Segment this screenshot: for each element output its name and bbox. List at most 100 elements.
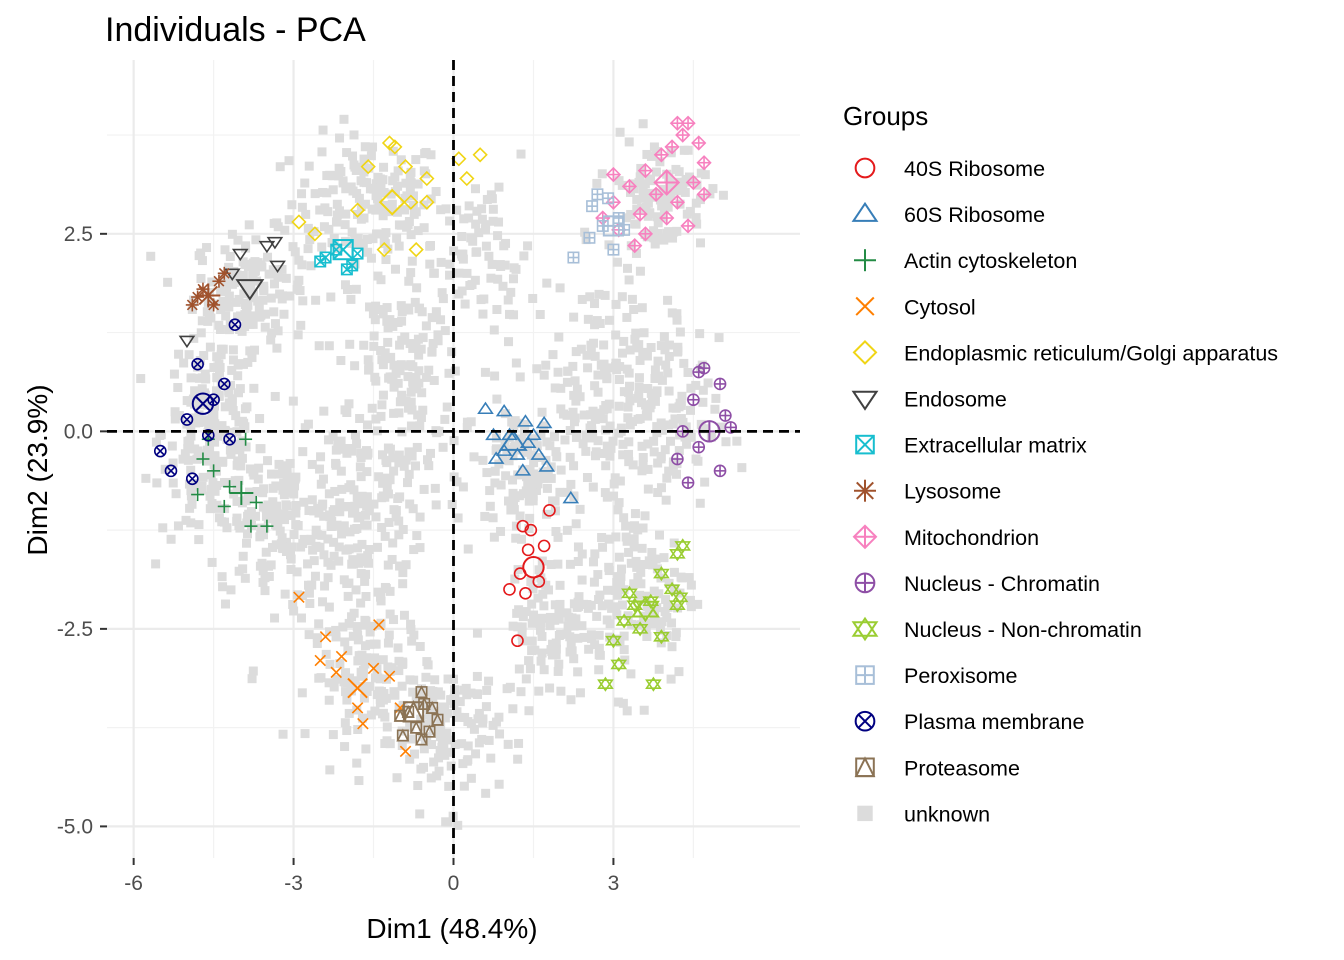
unknown-point (347, 508, 357, 518)
unknown-point (181, 515, 191, 525)
unknown-point (271, 481, 281, 491)
unknown-point (366, 151, 376, 161)
unknown-point (653, 356, 663, 366)
unknown-point (614, 498, 624, 508)
unknown-point (205, 342, 215, 352)
point-mitochondrion (637, 226, 654, 242)
unknown-point (394, 458, 404, 468)
unknown-point (503, 739, 513, 749)
unknown-point (674, 667, 684, 677)
unknown-point (406, 230, 416, 240)
unknown-point (443, 747, 453, 757)
unknown-point (368, 309, 378, 319)
legend-item-endosome: Endosome (851, 388, 1007, 412)
unknown-point (578, 599, 588, 609)
unknown-point (657, 425, 667, 435)
unknown-point (566, 479, 576, 489)
unknown-point (220, 478, 230, 488)
unknown-point (550, 383, 560, 393)
unknown-point (325, 765, 335, 775)
unknown-point (285, 542, 295, 552)
point-40s-ribosome (524, 523, 538, 537)
point-mitochondrion (664, 139, 680, 155)
unknown-point (291, 472, 301, 482)
unknown-point (598, 542, 608, 552)
unknown-point (471, 247, 481, 257)
unknown-point (346, 182, 356, 192)
unknown-point (324, 341, 334, 351)
unknown-point (372, 542, 382, 552)
unknown-point (509, 263, 519, 273)
unknown-point (275, 162, 285, 172)
unknown-point (686, 383, 696, 393)
unknown-point (227, 394, 237, 404)
unknown-point (538, 589, 548, 599)
unknown-point (289, 530, 299, 540)
unknown-point (341, 209, 351, 219)
unknown-point (389, 408, 399, 418)
unknown-point (340, 637, 350, 647)
point-lysosome (217, 266, 231, 280)
unknown-point (567, 613, 577, 623)
point-lysosome (191, 290, 205, 304)
unknown-point (201, 374, 211, 384)
unknown-point (342, 148, 352, 158)
unknown-point (624, 437, 634, 447)
unknown-point (314, 341, 324, 351)
point-60s-ribosome (477, 401, 494, 415)
unknown-point (415, 641, 425, 651)
unknown-point (317, 530, 327, 540)
unknown-point (593, 570, 603, 580)
point-plasma-membrane (180, 413, 194, 426)
point-proteasome (423, 724, 437, 738)
unknown-point (696, 238, 706, 248)
unknown-point (546, 473, 556, 483)
unknown-point (323, 573, 333, 583)
unknown-point (340, 236, 350, 246)
unknown-point (424, 365, 434, 375)
unknown-point (202, 453, 212, 463)
legend-key-actin-cytoskeleton (854, 249, 876, 272)
unknown-point (539, 665, 549, 675)
unknown-point (426, 773, 436, 783)
point-60s-ribosome (530, 447, 548, 460)
unknown-point (394, 220, 404, 230)
unknown-point (413, 410, 423, 420)
unknown-point (371, 179, 381, 189)
unknown-point (340, 280, 350, 290)
y-tick-label: 0.0 (64, 420, 93, 443)
unknown-point (503, 295, 513, 305)
unknown-point (300, 178, 310, 188)
unknown-point (269, 307, 279, 317)
unknown-point (392, 233, 402, 243)
unknown-point (602, 492, 612, 502)
unknown-point (356, 472, 366, 482)
x-tick-label: 0 (448, 872, 460, 895)
point-40s-ribosome (537, 539, 551, 553)
unknown-point (416, 714, 426, 724)
unknown-point (173, 383, 183, 393)
unknown-point (528, 584, 538, 594)
unknown-point (293, 330, 303, 340)
unknown-point (304, 161, 314, 171)
unknown-point (256, 260, 266, 270)
unknown-point (531, 477, 541, 487)
unknown-point (338, 622, 348, 632)
unknown-point (212, 500, 222, 510)
unknown-point (581, 430, 591, 440)
unknown-point (649, 233, 659, 243)
unknown-point (569, 390, 579, 400)
unknown-point (387, 199, 397, 209)
unknown-point (555, 580, 565, 590)
unknown-point (359, 693, 369, 703)
unknown-point (279, 483, 289, 493)
unknown-point (594, 665, 604, 675)
unknown-point (428, 339, 438, 349)
unknown-point (260, 586, 270, 596)
unknown-point (671, 469, 681, 479)
point-60s-ribosome (535, 415, 553, 429)
unknown-point (242, 518, 252, 528)
unknown-point (216, 381, 226, 391)
unknown-point (336, 436, 346, 446)
unknown-point (397, 741, 407, 751)
